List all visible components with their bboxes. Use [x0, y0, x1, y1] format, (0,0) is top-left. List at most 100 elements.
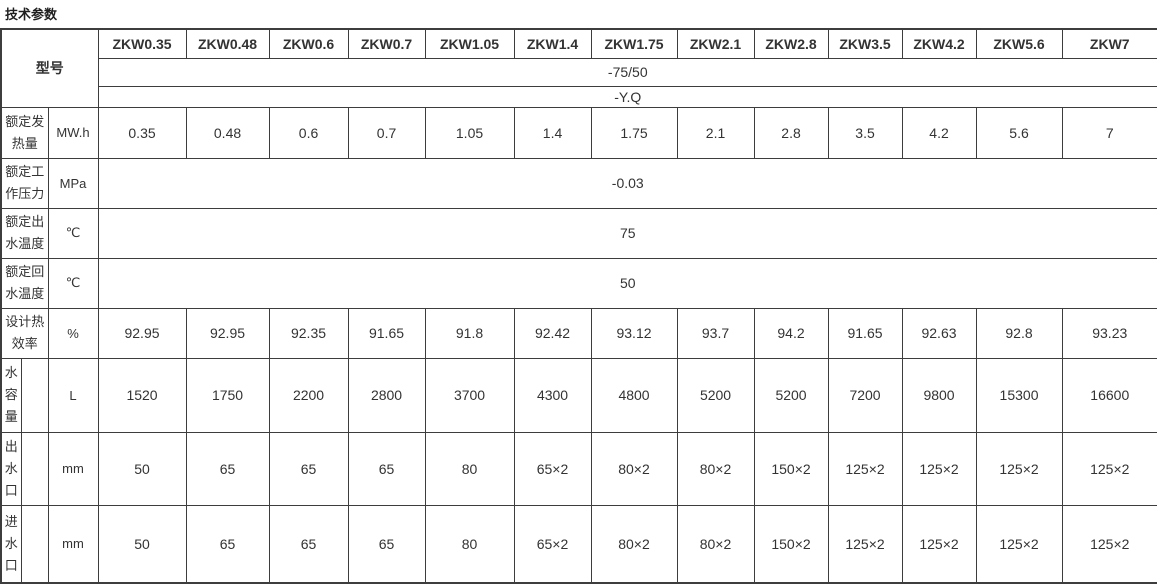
value-cell: 0.6 — [268, 106, 349, 159]
value-cell: 80×2 — [676, 504, 755, 584]
value-cell: 91.65 — [827, 307, 903, 359]
row-unit-cell: MW.h — [47, 106, 99, 159]
row-label-cell: 进水口 — [0, 504, 22, 584]
value-cell: 65 — [185, 431, 270, 506]
value-cell: 1.05 — [424, 106, 515, 159]
row-unit-cell: mm — [47, 504, 99, 584]
param-row: 进水口 mm 50 65 65 65 80 65×2 80×2 80×2 150×2 125×2 125… — [0, 504, 1157, 584]
value-cell: 5.6 — [975, 106, 1063, 159]
value-cell: 125×2 — [1061, 431, 1157, 506]
row-label-cell: 出水口 — [0, 431, 22, 506]
value-cell: 91.65 — [347, 307, 426, 359]
model-col-header: ZKW7 — [1061, 28, 1157, 59]
value-cell: 50 — [97, 504, 187, 584]
value-cell: 65 — [347, 431, 426, 506]
model-span-cell: -75/50 — [97, 57, 1157, 87]
value-cell: 7200 — [827, 357, 903, 433]
row-unit-cell: % — [47, 307, 99, 359]
value-cell: 93.7 — [676, 307, 755, 359]
param-row: 设计热效率% 92.95 92.95 92.35 91.65 91.8 92.42 93.12… — [0, 307, 1157, 359]
value-cell: 15300 — [975, 357, 1063, 433]
value-cell: 80×2 — [590, 431, 678, 506]
header-row: 型号 ZKW0.35 ZKW0.48 ZKW0.6 ZKW0.7 ZKW1.05 ZKW1.… — [0, 28, 1157, 108]
value-cell: 0.35 — [97, 106, 187, 159]
value-cell: 91.8 — [424, 307, 515, 359]
value-cell: 0.7 — [347, 106, 426, 159]
model-span-cell: -Y.Q — [97, 85, 1157, 108]
param-row: 水容量 L 1520 1750 2200 2800 3700 4300 4800 5200 5200… — [0, 357, 1157, 433]
value-cell: 125×2 — [827, 504, 903, 584]
param-row: 额定出水温度 ℃ 75 — [0, 207, 1157, 259]
param-row: 额定发热量 MW.h 0.35 0.48 0.6 0.7 1.05 1.4 1.75 2.1 2.8… — [0, 106, 1157, 159]
model-col-header: ZKW1.75 — [590, 28, 678, 59]
value-cell: 80×2 — [676, 431, 755, 506]
model-col-header: ZKW0.35 — [97, 28, 187, 59]
model-span-row: -Y.Q — [1, 85, 1157, 108]
value-cell: 1750 — [185, 357, 270, 433]
value-cell: 3700 — [424, 357, 515, 433]
value-cell: 65 — [268, 431, 349, 506]
row-label-cell: 额定工作压力 — [0, 157, 49, 209]
value-cell: 125×2 — [975, 431, 1063, 506]
value-cell: 5200 — [753, 357, 829, 433]
model-span-row: -75/50 — [1, 57, 1157, 87]
value-cell: 2200 — [268, 357, 349, 433]
value-cell: 4800 — [590, 357, 678, 433]
value-cell: 80 — [424, 431, 515, 506]
model-header-cell: 型号 — [0, 28, 99, 108]
value-cell: 5200 — [676, 357, 755, 433]
label-filler-cell — [20, 357, 49, 433]
model-col-header: ZKW3.5 — [827, 28, 903, 59]
value-cell: 93.23 — [1061, 307, 1157, 359]
model-col-header: ZKW2.1 — [676, 28, 755, 59]
value-cell: 4300 — [513, 357, 592, 433]
row-unit-cell: mm — [47, 431, 99, 506]
value-cell: 150×2 — [753, 504, 829, 584]
value-cell: 65×2 — [513, 431, 592, 506]
row-span-value-cell: -0.03 — [97, 157, 1157, 209]
value-cell: 2800 — [347, 357, 426, 433]
row-label-cell: 水容量 — [0, 357, 22, 433]
model-col-header: ZKW0.6 — [268, 28, 349, 59]
row-label-cell: 额定回水温度 — [0, 257, 49, 309]
row-unit-cell: L — [47, 357, 99, 433]
value-cell: 2.1 — [676, 106, 755, 159]
value-cell: 80×2 — [590, 504, 678, 584]
label-filler-cell — [20, 504, 49, 584]
label-filler-cell — [20, 431, 49, 506]
value-cell: 1.75 — [590, 106, 678, 159]
model-col-header: ZKW0.48 — [185, 28, 270, 59]
row-span-value-cell: 75 — [97, 207, 1157, 259]
value-cell: 125×2 — [975, 504, 1063, 584]
param-row: 额定工作压力 MPa -0.03 — [0, 157, 1157, 209]
row-span-value-cell: 50 — [97, 257, 1157, 309]
value-cell: 92.8 — [975, 307, 1063, 359]
row-label-cell: 额定发热量 — [0, 106, 49, 159]
model-col-header: ZKW0.7 — [347, 28, 426, 59]
param-row: 额定回水温度 ℃ 50 — [0, 257, 1157, 309]
model-col-header: ZKW2.8 — [753, 28, 829, 59]
value-cell: 94.2 — [753, 307, 829, 359]
value-cell: 125×2 — [827, 431, 903, 506]
value-cell: 125×2 — [901, 504, 977, 584]
param-row: 出水口 mm 50 65 65 65 80 65×2 80×2 80×2 150×2 125×2 125… — [0, 431, 1157, 506]
value-cell: 7 — [1061, 106, 1157, 159]
spec-table: 型号 ZKW0.35 ZKW0.48 ZKW0.6 ZKW0.7 ZKW1.05 ZKW1.… — [0, 28, 1157, 584]
value-cell: 65×2 — [513, 504, 592, 584]
page-title: 技术参数 — [5, 7, 58, 22]
value-cell: 92.42 — [513, 307, 592, 359]
value-cell: 4.2 — [901, 106, 977, 159]
value-cell: 3.5 — [827, 106, 903, 159]
row-unit-cell: MPa — [47, 157, 99, 209]
value-cell: 93.12 — [590, 307, 678, 359]
model-col-header: ZKW4.2 — [901, 28, 977, 59]
value-cell: 80 — [424, 504, 515, 584]
value-cell: 125×2 — [1061, 504, 1157, 584]
value-cell: 92.95 — [185, 307, 270, 359]
value-cell: 2.8 — [753, 106, 829, 159]
model-col-header: ZKW5.6 — [975, 28, 1063, 59]
value-cell: 50 — [97, 431, 187, 506]
row-unit-cell: ℃ — [47, 207, 99, 259]
row-label-cell: 设计热效率 — [0, 307, 49, 359]
